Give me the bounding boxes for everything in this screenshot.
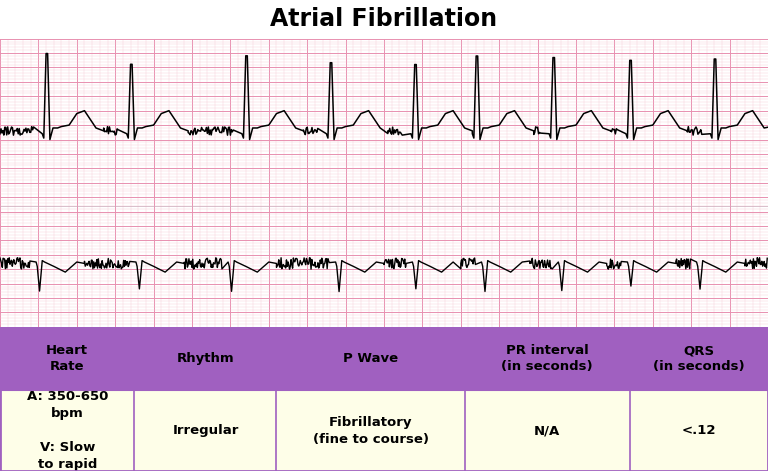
Text: Atrial Fibrillation: Atrial Fibrillation	[270, 8, 498, 31]
Text: <.12: <.12	[682, 424, 716, 437]
Text: PR interval
(in seconds): PR interval (in seconds)	[502, 344, 593, 373]
Text: Heart
Rate: Heart Rate	[46, 344, 88, 373]
Text: Rhythm: Rhythm	[177, 352, 234, 365]
Text: Irregular: Irregular	[172, 424, 239, 437]
Text: N/A: N/A	[534, 424, 561, 437]
Bar	[0, 327, 768, 390]
Text: Fibrillatory
(fine to course): Fibrillatory (fine to course)	[313, 415, 429, 446]
Text: P Wave: P Wave	[343, 352, 398, 365]
Text: A: 350-650
bpm

V: Slow
to rapid: A: 350-650 bpm V: Slow to rapid	[27, 390, 108, 471]
Text: QRS
(in seconds): QRS (in seconds)	[653, 344, 745, 373]
